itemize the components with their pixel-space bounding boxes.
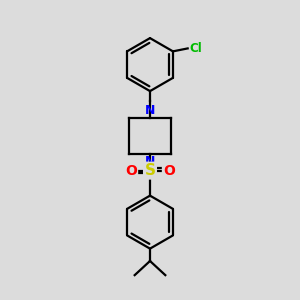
Text: N: N bbox=[145, 155, 155, 168]
Text: S: S bbox=[145, 163, 155, 178]
Text: O: O bbox=[125, 164, 137, 178]
Text: O: O bbox=[163, 164, 175, 178]
Text: N: N bbox=[145, 104, 155, 117]
Text: Cl: Cl bbox=[189, 42, 202, 55]
